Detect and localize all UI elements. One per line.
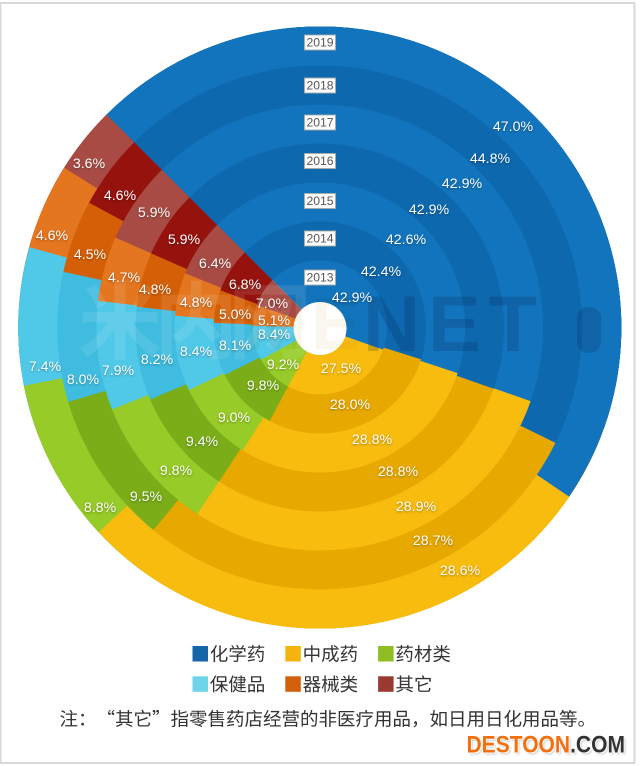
svg-text:NET: NET — [363, 279, 545, 368]
svg-text:5.0%: 5.0% — [219, 307, 252, 323]
svg-text:8.2%: 8.2% — [141, 352, 174, 368]
svg-text:42.4%: 42.4% — [361, 264, 402, 280]
svg-text:9.8%: 9.8% — [247, 378, 280, 394]
svg-text:2018: 2018 — [306, 79, 333, 93]
svg-text:2016: 2016 — [306, 154, 333, 168]
svg-text:5.1%: 5.1% — [258, 313, 291, 329]
svg-text:5.9%: 5.9% — [168, 232, 201, 248]
svg-text:28.7%: 28.7% — [413, 533, 454, 549]
svg-text:28.9%: 28.9% — [396, 499, 437, 515]
svg-text:27.5%: 27.5% — [321, 361, 362, 377]
svg-text:4.6%: 4.6% — [36, 228, 69, 244]
svg-text:2017: 2017 — [306, 116, 333, 130]
svg-text:47.0%: 47.0% — [493, 119, 534, 135]
svg-text:6.8%: 6.8% — [229, 277, 262, 293]
svg-text:9.0%: 9.0% — [218, 410, 251, 426]
svg-text:9.2%: 9.2% — [267, 357, 300, 373]
svg-text:28.8%: 28.8% — [378, 464, 419, 480]
svg-text:8.4%: 8.4% — [258, 327, 291, 343]
svg-text:7.0%: 7.0% — [256, 296, 289, 312]
svg-text:28.8%: 28.8% — [352, 432, 393, 448]
svg-text:8.8%: 8.8% — [84, 500, 117, 516]
svg-text:8.0%: 8.0% — [67, 372, 100, 388]
svg-text:42.6%: 42.6% — [386, 232, 427, 248]
svg-text:3.6%: 3.6% — [73, 156, 106, 172]
svg-text:8.1%: 8.1% — [219, 338, 252, 354]
svg-text:7.9%: 7.9% — [102, 363, 135, 379]
svg-text:28.6%: 28.6% — [440, 563, 481, 579]
svg-text:7.4%: 7.4% — [29, 359, 62, 375]
svg-text:2015: 2015 — [306, 194, 333, 208]
svg-text:28.0%: 28.0% — [330, 397, 371, 413]
svg-text:9.5%: 9.5% — [130, 489, 163, 505]
svg-text:4.6%: 4.6% — [104, 188, 137, 204]
svg-text:4.8%: 4.8% — [180, 295, 213, 311]
svg-text:M: M — [245, 282, 307, 365]
svg-text:8.4%: 8.4% — [180, 344, 213, 360]
svg-text:DESTOON.COM: DESTOON.COM — [467, 732, 626, 759]
svg-text:42.9%: 42.9% — [409, 202, 450, 218]
svg-text:9.4%: 9.4% — [186, 434, 219, 450]
svg-text:2019: 2019 — [306, 36, 333, 50]
svg-text:42.9%: 42.9% — [332, 290, 373, 306]
svg-text:4.7%: 4.7% — [108, 270, 141, 286]
svg-text:E: E — [311, 282, 360, 365]
svg-text:4.5%: 4.5% — [74, 247, 107, 263]
svg-text:4.8%: 4.8% — [139, 282, 172, 298]
svg-text:6.4%: 6.4% — [199, 256, 232, 272]
svg-text:42.9%: 42.9% — [442, 176, 483, 192]
svg-text:2013: 2013 — [306, 271, 333, 285]
svg-text:5.9%: 5.9% — [138, 205, 171, 221]
svg-text:44.8%: 44.8% — [470, 151, 511, 167]
svg-text:9.8%: 9.8% — [160, 463, 193, 479]
svg-text:2014: 2014 — [306, 232, 333, 246]
